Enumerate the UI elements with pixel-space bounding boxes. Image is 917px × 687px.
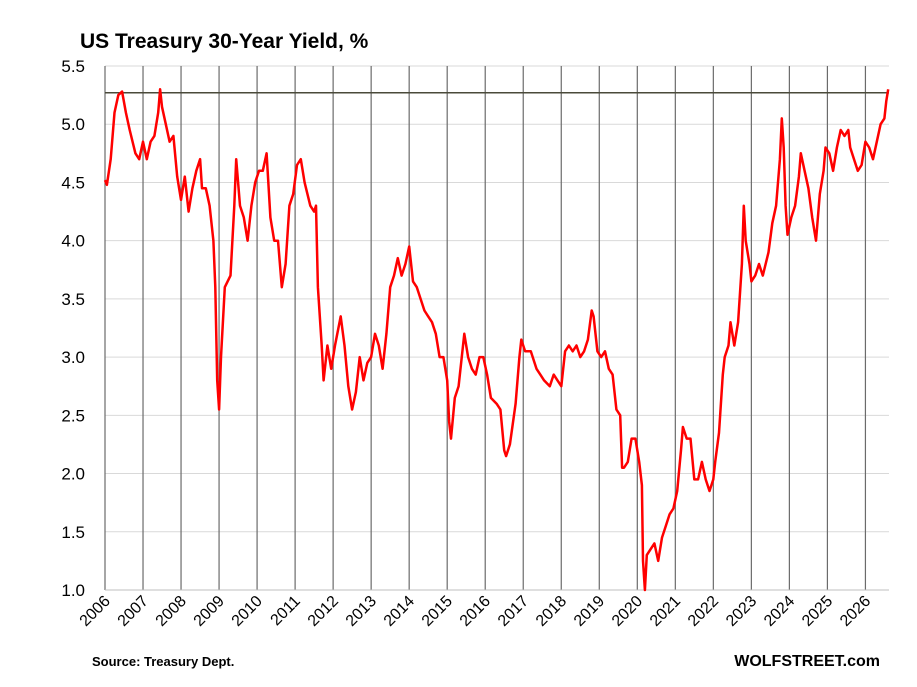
y-tick-label: 1.5: [61, 523, 85, 542]
y-tick-label: 3.0: [61, 348, 85, 367]
y-tick-label: 5.5: [61, 57, 85, 76]
y-tick-label: 2.0: [61, 465, 85, 484]
y-tick-label: 3.5: [61, 290, 85, 309]
y-tick-label: 1.0: [61, 581, 85, 600]
y-tick-label: 5.0: [61, 115, 85, 134]
brand: WOLFSTREET.com: [734, 653, 880, 670]
chart-title: US Treasury 30-Year Yield, %: [80, 30, 369, 53]
y-tick-label: 4.5: [61, 173, 85, 192]
y-tick-label: 4.0: [61, 232, 85, 251]
source-note: Source: Treasury Dept.: [92, 654, 234, 669]
data-line: [103, 88, 890, 592]
y-tick-label: 2.5: [61, 406, 85, 425]
